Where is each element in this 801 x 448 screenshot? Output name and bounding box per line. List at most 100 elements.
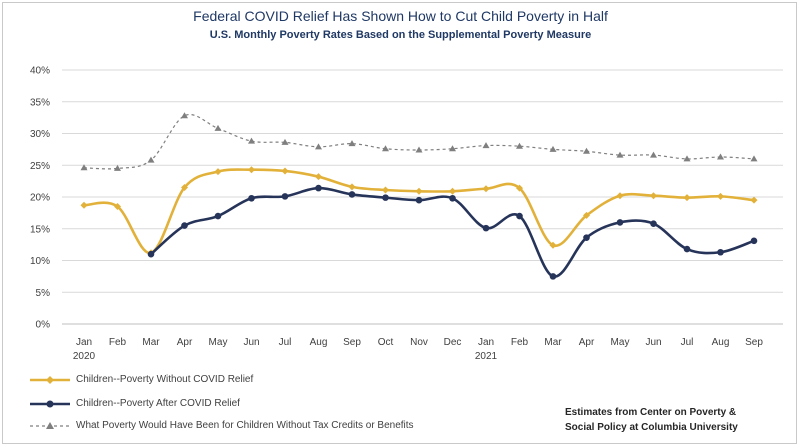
series-1-point	[683, 245, 691, 253]
series-2-point	[382, 145, 389, 152]
series-0-point	[717, 192, 724, 200]
legend-label-after-relief: Children--Poverty After COVID Relief	[76, 398, 240, 409]
series-1-point	[482, 224, 490, 232]
series-0-point	[449, 187, 456, 195]
series-2-point	[516, 142, 523, 149]
y-tick-label: 35%	[30, 97, 50, 108]
legend-label-without-relief: Children--Poverty Without COVID Relief	[76, 374, 254, 385]
series-0-point	[315, 173, 322, 181]
chart-title: Federal COVID Relief Has Shown How to Cu…	[193, 8, 608, 24]
x-tick-label: Apr	[579, 337, 595, 348]
x-tick-label: Dec	[444, 337, 462, 348]
source-note: Estimates from Center on Poverty & Socia…	[565, 405, 785, 435]
series-2-point	[750, 155, 758, 162]
series-0-point	[482, 185, 490, 193]
x-tick-label: May	[611, 337, 630, 348]
series-1-point	[248, 194, 255, 202]
series-1-point	[181, 222, 188, 229]
series-1-point	[415, 196, 423, 204]
series-1-point	[147, 250, 155, 258]
series-2-point	[114, 164, 121, 171]
x-tick-label: Jan	[76, 337, 92, 348]
x-year-label: 2020	[73, 351, 96, 362]
y-tick-label: 0%	[36, 320, 51, 331]
x-tick-label: Jun	[243, 337, 259, 348]
series-2-point	[683, 155, 691, 162]
series-2-point	[147, 156, 155, 163]
source-note-line2: Social Policy at Columbia University	[565, 422, 738, 433]
series-0-point	[616, 192, 624, 200]
legend-swatch-after-relief	[30, 400, 70, 407]
x-tick-label: Feb	[109, 337, 127, 348]
series-2-point	[181, 112, 188, 119]
series-1-point	[549, 273, 557, 280]
series-0-point	[80, 201, 88, 209]
series-2-point	[248, 137, 255, 144]
x-tick-label: Sep	[343, 337, 361, 348]
x-tick-label: Apr	[177, 337, 193, 348]
x-tick-label: Aug	[712, 337, 730, 348]
y-tick-label: 15%	[30, 224, 50, 235]
y-tick-label: 5%	[36, 288, 51, 299]
series-line-0	[83, 168, 755, 255]
series-1-point	[750, 237, 758, 245]
series-0-point	[683, 194, 691, 202]
x-year-label: 2021	[475, 351, 498, 362]
series-2-point	[717, 153, 724, 160]
legend-item-after-relief: Children--Poverty After COVID Relief	[30, 398, 240, 409]
series-0-point	[382, 186, 389, 194]
series-0-point	[549, 241, 557, 249]
series-0-point	[750, 196, 758, 204]
legend-label-without-benefits: What Poverty Would Have Been for Childre…	[76, 420, 414, 431]
series-2-point	[348, 140, 356, 147]
x-tick-label: Mar	[142, 337, 160, 348]
x-tick-label: Nov	[410, 337, 428, 348]
series-1-point	[616, 219, 624, 226]
series-1-point	[348, 191, 356, 198]
series-1-point	[281, 193, 289, 200]
series-1-point	[516, 212, 523, 220]
legend-item-without-relief: Children--Poverty Without COVID Relief	[30, 374, 253, 385]
y-tick-label: 20%	[30, 193, 50, 204]
series-0-point	[583, 211, 590, 219]
series-0-point	[214, 168, 222, 176]
series-0-point	[181, 183, 188, 191]
series-2-point	[80, 164, 88, 171]
series-0-point	[348, 183, 356, 191]
series-1-point	[650, 220, 657, 227]
y-tick-label: 25%	[30, 161, 50, 172]
series-2-point	[449, 145, 456, 152]
series-2-point	[650, 151, 657, 158]
x-tick-label: Jul	[279, 337, 292, 348]
series-line-2	[83, 113, 755, 170]
series-2-point	[583, 147, 590, 154]
series-1-point	[583, 234, 590, 241]
series-1-point	[717, 248, 724, 256]
series-0-point	[516, 184, 523, 192]
x-tick-label: Jan	[478, 337, 494, 348]
x-tick-label: Jun	[645, 337, 661, 348]
x-tick-label: Jul	[681, 337, 694, 348]
series-0-point	[281, 167, 289, 175]
source-note-line1: Estimates from Center on Poverty &	[565, 407, 737, 418]
series-0-point	[415, 187, 423, 195]
series-1-point	[315, 184, 322, 192]
series-0-point	[114, 203, 121, 211]
legend-swatch-without-benefits	[30, 421, 70, 429]
series-2-point	[281, 138, 289, 145]
legend-item-without-benefits: What Poverty Would Have Been for Childre…	[30, 420, 414, 431]
legend-swatch-without-relief	[30, 375, 70, 384]
y-tick-label: 30%	[30, 129, 50, 140]
x-tick-label: May	[209, 337, 228, 348]
series-2-point	[315, 143, 322, 150]
series-1-point	[449, 194, 456, 202]
chart-subtitle: U.S. Monthly Poverty Rates Based on the …	[209, 29, 592, 41]
y-tick-label: 10%	[30, 256, 50, 267]
chart-frame	[2, 2, 797, 444]
series-2-point	[549, 145, 557, 152]
series-1-point	[382, 194, 389, 201]
x-tick-label: Oct	[378, 337, 394, 348]
series-0-point	[650, 192, 657, 200]
series-2-point	[214, 124, 222, 131]
series-0-point	[248, 166, 255, 174]
